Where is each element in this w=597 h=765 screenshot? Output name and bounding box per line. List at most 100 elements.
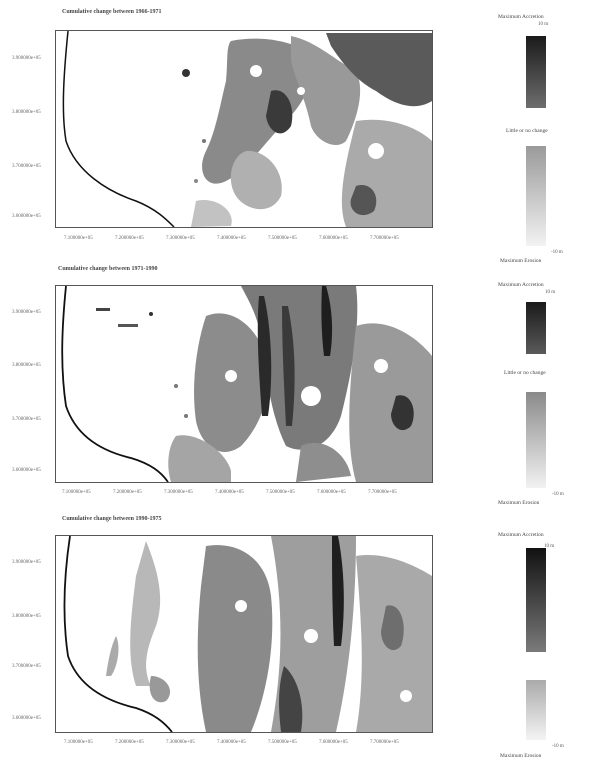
change-region <box>391 395 414 431</box>
xtick: 7.200000e+05 <box>115 740 144 745</box>
change-region <box>296 442 351 482</box>
change-region <box>321 286 333 356</box>
change-region <box>381 605 404 651</box>
ytick: 3.600000e+05 <box>12 716 41 721</box>
legend-1-bottom-value: -10 m <box>551 250 563 255</box>
change-dot <box>96 308 110 311</box>
legend-1-erosion-ramp <box>526 146 546 246</box>
xtick: 7.500000e+05 <box>268 740 297 745</box>
xtick: 7.600000e+05 <box>319 236 348 241</box>
xtick: 7.400000e+05 <box>215 490 244 495</box>
xtick: 7.100000e+05 <box>64 236 93 241</box>
ytick: 3.900000e+05 <box>12 310 41 315</box>
map-panel-2 <box>55 285 433 483</box>
change-region <box>149 676 171 703</box>
change-region <box>332 536 344 646</box>
elevation-change-map <box>61 286 432 482</box>
change-region <box>230 150 282 210</box>
legend-2-top-value: 10 m <box>545 290 556 295</box>
panel-2-title: Cumulative change between 1971-1990 <box>58 266 158 272</box>
ytick: 3.700000e+05 <box>12 664 41 669</box>
xtick: 7.400000e+05 <box>217 236 246 241</box>
xtick: 7.300000e+05 <box>166 236 195 241</box>
ytick: 3.800000e+05 <box>12 614 41 619</box>
coastline <box>62 31 175 227</box>
change-region <box>106 636 119 676</box>
no-change-spot <box>297 87 305 95</box>
no-change-spot <box>301 386 321 406</box>
change-region <box>191 200 232 227</box>
xtick: 7.700000e+05 <box>370 236 399 241</box>
elevation-change-map <box>63 536 432 732</box>
change-region <box>197 545 273 732</box>
change-region <box>326 33 432 107</box>
xtick: 7.200000e+05 <box>113 490 142 495</box>
change-region <box>266 90 293 134</box>
legend-2-mid-label: Little or no change <box>504 370 546 376</box>
change-dot <box>149 312 153 316</box>
change-dot <box>182 69 190 77</box>
no-change-spot <box>368 143 384 159</box>
xtick: 7.600000e+05 <box>317 490 346 495</box>
map-panel-3 <box>55 535 433 733</box>
change-region <box>257 296 272 416</box>
change-region <box>202 38 313 184</box>
xtick: 7.500000e+05 <box>266 490 295 495</box>
xtick: 7.300000e+05 <box>166 740 195 745</box>
ytick: 3.900000e+05 <box>12 56 41 61</box>
xtick: 7.200000e+05 <box>115 236 144 241</box>
no-change-spot <box>235 600 247 612</box>
legend-2-top-label: Maximum Accretion <box>498 282 544 288</box>
legend-1-bottom-label: Maximum Erosion <box>500 258 542 264</box>
legend-3-erosion-ramp <box>526 680 546 740</box>
change-region <box>168 435 231 482</box>
xtick: 7.100000e+05 <box>64 740 93 745</box>
change-region <box>130 541 161 686</box>
legend-2-accretion-ramp <box>526 302 546 354</box>
change-dot <box>202 139 206 143</box>
no-change-spot <box>374 359 388 373</box>
panel-3-title: Cumulative change between 1990-1975 <box>62 516 162 522</box>
ytick: 3.600000e+05 <box>12 468 41 473</box>
xtick: 7.600000e+05 <box>319 740 348 745</box>
coastline <box>63 536 173 732</box>
legend-1-mid-label: Little or no change <box>506 128 548 134</box>
no-change-spot <box>225 370 237 382</box>
coastline <box>61 286 169 482</box>
ytick: 3.700000e+05 <box>12 164 41 169</box>
no-change-spot <box>316 166 326 176</box>
legend-3-bottom-value: -10 m <box>552 744 564 749</box>
xtick: 7.400000e+05 <box>217 740 246 745</box>
ytick: 3.800000e+05 <box>12 363 41 368</box>
legend-3-accretion-ramp <box>526 548 546 652</box>
xtick: 7.500000e+05 <box>268 236 297 241</box>
elevation-change-map <box>62 31 432 227</box>
legend-1-accretion-ramp <box>526 36 546 108</box>
change-region <box>349 323 432 482</box>
ytick: 3.700000e+05 <box>12 417 41 422</box>
no-change-spot <box>250 65 262 77</box>
change-dot <box>174 384 178 388</box>
no-change-spot <box>400 690 412 702</box>
legend-3-top-label: Maximum Accretion <box>498 532 544 538</box>
change-dot <box>184 414 188 418</box>
map-panel-1 <box>55 30 433 228</box>
xtick: 7.300000e+05 <box>164 490 193 495</box>
no-change-spot <box>304 629 318 643</box>
ytick: 3.600000e+05 <box>12 214 41 219</box>
change-region <box>350 185 377 216</box>
ytick: 3.900000e+05 <box>12 560 41 565</box>
change-region <box>194 313 270 452</box>
change-dot <box>118 324 138 327</box>
legend-2-bottom-label: Maximum Erosion <box>498 500 540 506</box>
change-region <box>291 36 361 146</box>
xtick: 7.700000e+05 <box>368 490 397 495</box>
legend-1-top-label: Maximum Accretion <box>498 14 544 20</box>
panel-1-title: Cumulative change between 1966-1971 <box>62 9 162 15</box>
change-region <box>282 306 295 426</box>
legend-3-bottom-label: Maximum Erosion <box>500 753 542 759</box>
xtick: 7.100000e+05 <box>62 490 91 495</box>
legend-2-bottom-value: -10 m <box>552 492 564 497</box>
legend-3-top-value: 10 m <box>544 544 555 549</box>
ytick: 3.800000e+05 <box>12 110 41 115</box>
